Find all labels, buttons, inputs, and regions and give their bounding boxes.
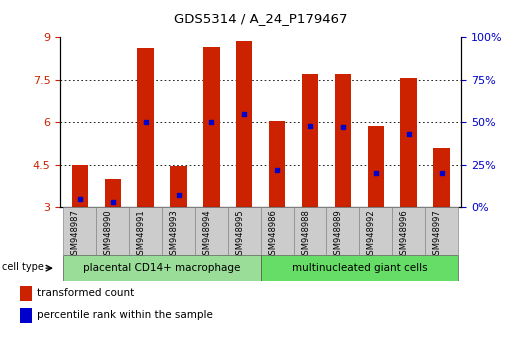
Bar: [105, 179, 121, 207]
Text: GSM948987: GSM948987: [71, 209, 80, 260]
Bar: [162, 207, 195, 255]
Bar: [203, 47, 220, 207]
Bar: [335, 74, 351, 207]
Text: percentile rank within the sample: percentile rank within the sample: [37, 310, 213, 320]
Bar: [236, 41, 253, 207]
Text: placental CD14+ macrophage: placental CD14+ macrophage: [83, 263, 241, 273]
Text: GSM948996: GSM948996: [400, 209, 408, 260]
Text: transformed count: transformed count: [37, 289, 134, 298]
Text: GSM948990: GSM948990: [104, 209, 113, 259]
Bar: [392, 207, 425, 255]
Bar: [401, 78, 417, 207]
Text: cell type: cell type: [3, 262, 44, 272]
Bar: [302, 74, 319, 207]
Text: GSM948994: GSM948994: [202, 209, 211, 259]
Bar: [359, 207, 392, 255]
Bar: [260, 207, 293, 255]
Text: GDS5314 / A_24_P179467: GDS5314 / A_24_P179467: [174, 12, 347, 25]
Bar: [63, 255, 260, 281]
Text: GSM948989: GSM948989: [334, 209, 343, 260]
Bar: [72, 165, 88, 207]
Bar: [170, 166, 187, 207]
Text: multinucleated giant cells: multinucleated giant cells: [291, 263, 427, 273]
Bar: [228, 207, 260, 255]
Bar: [96, 207, 129, 255]
Text: GSM948991: GSM948991: [137, 209, 145, 259]
Bar: [63, 207, 96, 255]
Bar: [138, 48, 154, 207]
Text: GSM948988: GSM948988: [301, 209, 310, 260]
Text: GSM948986: GSM948986: [268, 209, 277, 260]
Bar: [293, 207, 326, 255]
Bar: [20, 308, 31, 323]
Text: GSM948992: GSM948992: [367, 209, 376, 259]
Bar: [195, 207, 228, 255]
Bar: [326, 207, 359, 255]
Bar: [20, 286, 31, 301]
Bar: [269, 121, 286, 207]
Text: GSM948995: GSM948995: [235, 209, 244, 259]
Text: GSM948993: GSM948993: [169, 209, 178, 260]
Bar: [425, 207, 458, 255]
Bar: [129, 207, 162, 255]
Bar: [368, 126, 384, 207]
Bar: [434, 148, 450, 207]
Bar: [260, 255, 458, 281]
Text: GSM948997: GSM948997: [433, 209, 441, 260]
